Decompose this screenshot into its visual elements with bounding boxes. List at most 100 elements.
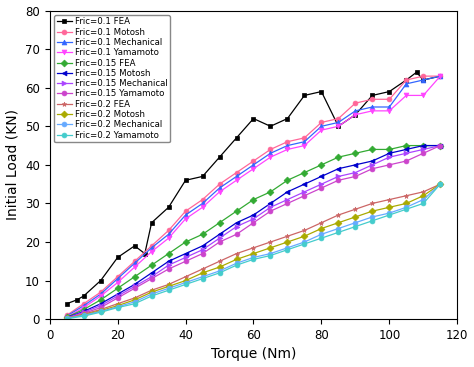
- Fric=0.1 FEA: [336, 124, 341, 128]
- Fric=0.15 FEA: [336, 155, 341, 159]
- Fric=0.2 Motosh: [98, 309, 103, 313]
- Fric=0.2 Mechanical: [403, 205, 409, 210]
- Fric=0.15 FEA: [115, 286, 120, 291]
- Fric=0.2 Motosh: [149, 290, 155, 294]
- Fric=0.2 Mechanical: [81, 313, 87, 317]
- Fric=0.1 FEA: [217, 155, 222, 159]
- Fric=0.1 Yamamoto: [132, 265, 137, 269]
- Fric=0.2 Yamamoto: [115, 305, 120, 310]
- Fric=0.1 Yamamoto: [251, 167, 256, 171]
- Fric=0.15 Motosh: [420, 143, 426, 148]
- Fric=0.1 FEA: [370, 93, 375, 98]
- Fric=0.15 Yamamoto: [438, 143, 443, 148]
- Fric=0.1 Yamamoto: [403, 93, 409, 98]
- Fric=0.1 FEA: [268, 124, 273, 128]
- Fric=0.2 FEA: [98, 307, 103, 312]
- Fric=0.2 Mechanical: [200, 275, 205, 279]
- Fric=0.15 Motosh: [149, 271, 155, 275]
- Fric=0.15 Yamamoto: [132, 286, 137, 291]
- Fric=0.1 Yamamoto: [336, 124, 341, 128]
- Fric=0.2 Yamamoto: [353, 224, 358, 229]
- Fric=0.2 FEA: [301, 228, 307, 233]
- Fric=0.15 Motosh: [251, 213, 256, 217]
- Fric=0.1 Mechanical: [81, 304, 87, 308]
- Fric=0.15 FEA: [182, 240, 188, 244]
- Fric=0.1 FEA: [64, 302, 70, 306]
- Fric=0.1 Motosh: [217, 182, 222, 186]
- Fric=0.2 Motosh: [319, 226, 324, 231]
- Fric=0.1 Mechanical: [234, 174, 239, 179]
- Fric=0.2 Mechanical: [234, 261, 239, 265]
- Fric=0.15 FEA: [353, 151, 358, 156]
- Fric=0.1 FEA: [166, 205, 172, 210]
- Fric=0.1 FEA: [74, 298, 80, 302]
- Fric=0.15 FEA: [301, 170, 307, 175]
- Fric=0.15 Yamamoto: [386, 163, 392, 167]
- Fric=0.15 Mechanical: [386, 155, 392, 159]
- Fric=0.2 Mechanical: [386, 211, 392, 215]
- Fric=0.1 Yamamoto: [284, 147, 290, 152]
- Fric=0.1 Mechanical: [217, 186, 222, 190]
- Fric=0.15 Yamamoto: [336, 178, 341, 182]
- Fric=0.1 Mechanical: [64, 314, 70, 318]
- Fric=0.15 Yamamoto: [64, 316, 70, 321]
- Fric=0.15 Mechanical: [149, 275, 155, 279]
- Fric=0.15 FEA: [420, 143, 426, 148]
- Fric=0.2 FEA: [251, 246, 256, 250]
- Fric=0.15 Motosh: [336, 167, 341, 171]
- Fric=0.1 Yamamoto: [115, 280, 120, 285]
- Fric=0.15 Mechanical: [132, 284, 137, 288]
- Fric=0.15 Motosh: [64, 315, 70, 320]
- Fric=0.2 Motosh: [81, 313, 87, 317]
- Fric=0.2 Motosh: [284, 240, 290, 244]
- Fric=0.1 FEA: [438, 74, 443, 78]
- Fric=0.2 Yamamoto: [149, 294, 155, 298]
- Fric=0.1 FEA: [98, 279, 103, 283]
- Fric=0.2 Mechanical: [284, 246, 290, 250]
- Fric=0.15 Motosh: [234, 221, 239, 225]
- Fric=0.15 Yamamoto: [301, 193, 307, 198]
- Fric=0.15 FEA: [132, 275, 137, 279]
- Fric=0.15 Yamamoto: [182, 259, 188, 264]
- Fric=0.1 Motosh: [353, 101, 358, 105]
- Fric=0.2 Mechanical: [438, 182, 443, 186]
- Fric=0.1 Yamamoto: [438, 74, 443, 78]
- Fric=0.15 FEA: [370, 147, 375, 152]
- Fric=0.2 Yamamoto: [132, 302, 137, 306]
- Fric=0.1 Motosh: [149, 244, 155, 248]
- Fric=0.2 FEA: [420, 190, 426, 194]
- Line: Fric=0.1 FEA: Fric=0.1 FEA: [64, 70, 443, 306]
- Fric=0.2 FEA: [115, 302, 120, 306]
- Fric=0.1 Yamamoto: [420, 93, 426, 98]
- Fric=0.1 Yamamoto: [64, 315, 70, 319]
- Fric=0.2 Mechanical: [420, 197, 426, 202]
- Fric=0.1 Yamamoto: [353, 113, 358, 117]
- Fric=0.2 FEA: [166, 282, 172, 287]
- Fric=0.1 Motosh: [386, 97, 392, 102]
- Fric=0.15 Mechanical: [370, 163, 375, 167]
- Fric=0.15 FEA: [438, 143, 443, 148]
- Fric=0.1 Motosh: [200, 197, 205, 202]
- Fric=0.2 Mechanical: [182, 280, 188, 285]
- Fric=0.1 Mechanical: [386, 105, 392, 109]
- Fric=0.1 Mechanical: [166, 232, 172, 236]
- Fric=0.2 Motosh: [336, 221, 341, 225]
- Fric=0.15 FEA: [200, 232, 205, 236]
- Fric=0.2 Mechanical: [217, 269, 222, 273]
- Fric=0.1 FEA: [319, 89, 324, 94]
- Fric=0.2 Mechanical: [353, 221, 358, 225]
- Fric=0.1 Mechanical: [182, 213, 188, 217]
- Fric=0.2 Mechanical: [370, 215, 375, 219]
- Fric=0.1 FEA: [182, 178, 188, 182]
- Fric=0.1 FEA: [132, 244, 137, 248]
- Fric=0.2 Mechanical: [319, 232, 324, 236]
- Fric=0.1 FEA: [403, 78, 409, 82]
- Fric=0.2 Yamamoto: [284, 247, 290, 252]
- Fric=0.1 FEA: [414, 70, 419, 75]
- Fric=0.2 Yamamoto: [319, 236, 324, 240]
- Fric=0.2 Yamamoto: [200, 276, 205, 281]
- Line: Fric=0.2 FEA: Fric=0.2 FEA: [64, 182, 443, 321]
- Fric=0.2 Mechanical: [149, 292, 155, 296]
- Fric=0.15 FEA: [217, 221, 222, 225]
- Fric=0.15 Motosh: [81, 309, 87, 314]
